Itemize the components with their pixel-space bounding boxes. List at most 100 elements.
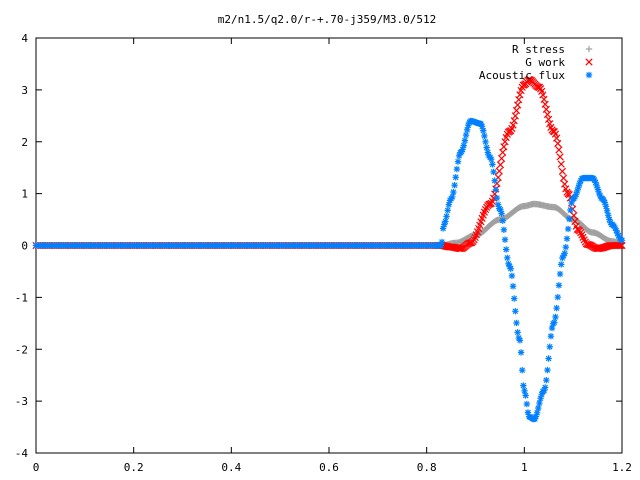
- data-point: [551, 319, 558, 326]
- data-point: [490, 168, 497, 176]
- data-point: [444, 207, 451, 214]
- data-point: [551, 130, 560, 138]
- data-point: [499, 217, 506, 224]
- data-point: [556, 270, 564, 278]
- data-point: [496, 161, 505, 169]
- data-point: [558, 261, 565, 268]
- data-point: [544, 366, 551, 374]
- data-point: [450, 188, 457, 196]
- data-point: [533, 409, 541, 416]
- data-point: [509, 121, 517, 129]
- data-point: [539, 91, 547, 99]
- data-point: [492, 186, 500, 193]
- data-point: [553, 134, 561, 142]
- data-point: [514, 101, 522, 109]
- data-point: [559, 174, 568, 182]
- data-point: [463, 126, 471, 134]
- axis-ticks: 0 0.2 0.4 0.6 0.8 1 1.2 4 3 2 1 0 -1 -2 -3 -4: [15, 32, 632, 474]
- data-point: [525, 75, 533, 84]
- data-point: [498, 210, 505, 217]
- data-point: [567, 206, 574, 214]
- series-r-stress: [32, 200, 626, 249]
- y-tick-label: -2: [15, 343, 28, 356]
- data-point: [554, 293, 561, 301]
- data-point: [522, 392, 529, 399]
- data-point: [618, 237, 626, 244]
- x-tick-label: 0.8: [417, 461, 437, 474]
- data-point: [438, 238, 446, 246]
- data-point: [563, 235, 571, 242]
- data-point: [493, 194, 501, 202]
- data-point: [499, 148, 507, 157]
- data-point: [553, 304, 560, 312]
- data-point: [556, 153, 564, 161]
- data-point: [514, 329, 521, 336]
- data-point: [602, 203, 610, 210]
- data-point: [523, 400, 531, 408]
- data-point: [501, 236, 509, 243]
- data-point: [489, 161, 496, 168]
- x-tick-label: 0.2: [124, 461, 144, 474]
- y-tick-label: 3: [21, 84, 28, 97]
- data-point: [516, 337, 524, 344]
- data-point: [445, 201, 453, 208]
- data-point: [617, 241, 625, 250]
- data-point: [453, 165, 461, 173]
- x-tick-label: 0: [33, 461, 40, 474]
- data-point: [487, 199, 495, 207]
- data-point: [491, 177, 498, 184]
- data-point: [552, 313, 559, 321]
- data-point: [462, 131, 470, 139]
- data-point: [452, 174, 459, 181]
- data-point: [512, 106, 521, 115]
- data-point: [460, 142, 467, 149]
- data-point: [519, 366, 526, 374]
- data-point: [555, 282, 563, 289]
- y-tick-label: 2: [21, 136, 28, 149]
- data-point: [497, 154, 506, 163]
- data-point: [535, 404, 542, 412]
- x-tick-label: 0.4: [221, 461, 241, 474]
- series-g-work: [32, 75, 626, 253]
- chart-title: m2/n1.5/q2.0/r-+.70-j359/M3.0/512: [218, 13, 437, 26]
- data-point: [449, 193, 456, 201]
- data-point: [562, 243, 570, 251]
- data-point: [443, 213, 450, 220]
- data-point: [495, 167, 503, 175]
- data-point: [513, 319, 520, 327]
- data-point: [536, 399, 543, 407]
- data-point: [541, 384, 549, 391]
- data-point: [470, 236, 478, 244]
- data-point: [517, 349, 525, 356]
- data-point: [442, 218, 449, 225]
- data-point: [520, 382, 527, 389]
- data-point: [544, 115, 553, 123]
- data-point: [557, 160, 565, 168]
- data-point: [451, 182, 458, 189]
- data-marks: [32, 75, 626, 423]
- data-point: [555, 146, 563, 154]
- data-point: [482, 138, 489, 146]
- data-point: [558, 167, 566, 175]
- data-point: [507, 127, 515, 135]
- legend-marker: [585, 58, 593, 66]
- data-point: [502, 246, 510, 253]
- legend-label: R stress: [512, 43, 565, 56]
- data-point: [618, 241, 626, 250]
- x-tick-label: 1: [521, 461, 528, 474]
- data-point: [554, 139, 562, 148]
- x-tick-label: 1.2: [612, 461, 632, 474]
- series-acoustic-flux: [32, 117, 626, 423]
- legend-label: Acoustic flux: [479, 69, 565, 82]
- data-point: [507, 265, 514, 272]
- data-point: [508, 272, 516, 280]
- data-point: [509, 283, 517, 290]
- data-point: [512, 308, 519, 315]
- data-point: [511, 112, 519, 120]
- data-point: [570, 211, 578, 220]
- legend-marker: [585, 71, 593, 79]
- data-point: [461, 137, 469, 144]
- data-point: [481, 132, 488, 140]
